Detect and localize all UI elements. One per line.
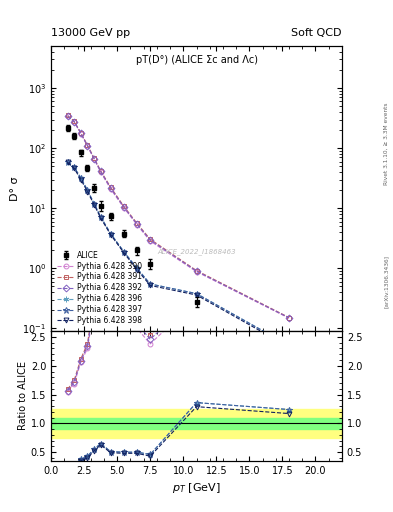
Pythia 6.428 398 [194,292,199,298]
Pythia 6.428 396 [121,248,126,254]
Text: Soft QCD: Soft QCD [292,28,342,38]
Text: Rivet 3.1.10, ≥ 3.3M events: Rivet 3.1.10, ≥ 3.3M events [384,102,389,185]
Pythia 6.428 397 [79,175,83,181]
Pythia 6.428 390 [286,315,291,322]
Pythia 6.428 398 [85,188,90,195]
Pythia 6.428 391 [85,142,90,148]
Pythia 6.428 397 [286,343,291,349]
Pythia 6.428 398 [148,282,152,288]
Pythia 6.428 391 [72,118,77,124]
Pythia 6.428 396 [148,281,152,287]
Legend: ALICE, Pythia 6.428 390, Pythia 6.428 391, Pythia 6.428 392, Pythia 6.428 396, P: ALICE, Pythia 6.428 390, Pythia 6.428 39… [55,248,145,327]
Pythia 6.428 391 [121,203,126,209]
Pythia 6.428 396 [65,158,70,164]
Pythia 6.428 390 [148,238,152,244]
Line: Pythia 6.428 397: Pythia 6.428 397 [64,158,292,349]
Line: Pythia 6.428 392: Pythia 6.428 392 [65,114,292,321]
Pythia 6.428 396 [72,164,77,170]
Pythia 6.428 392 [108,185,113,191]
Pythia 6.428 397 [85,187,90,193]
Pythia 6.428 391 [135,220,140,226]
Pythia 6.428 397 [92,200,96,206]
Pythia 6.428 398 [98,215,103,221]
Pythia 6.428 391 [65,113,70,119]
Pythia 6.428 392 [286,315,291,321]
Bar [51,418,342,429]
Pythia 6.428 397 [98,214,103,220]
Pythia 6.428 390 [194,269,199,275]
Pythia 6.428 398 [65,159,70,165]
Text: pT(D°) (ALICE Σc and Λc): pT(D°) (ALICE Σc and Λc) [136,55,257,65]
Pythia 6.428 398 [286,344,291,350]
Pythia 6.428 398 [121,250,126,256]
Pythia 6.428 390 [135,222,140,228]
Pythia 6.428 391 [92,155,96,161]
Pythia 6.428 391 [108,184,113,190]
Pythia 6.428 392 [148,237,152,243]
Pythia 6.428 392 [65,113,70,119]
Pythia 6.428 390 [65,113,70,119]
Pythia 6.428 397 [121,248,126,254]
Pythia 6.428 398 [92,202,96,208]
Pythia 6.428 397 [135,265,140,271]
Line: Pythia 6.428 390: Pythia 6.428 390 [65,114,292,321]
Pythia 6.428 398 [108,231,113,238]
Pythia 6.428 392 [92,156,96,162]
X-axis label: $p_T$ [GeV]: $p_T$ [GeV] [172,481,221,495]
Pythia 6.428 392 [135,221,140,227]
Pythia 6.428 391 [98,168,103,174]
Pythia 6.428 392 [194,268,199,274]
Y-axis label: Ratio to ALICE: Ratio to ALICE [18,361,28,431]
Text: ALICE_2022_I1868463: ALICE_2022_I1868463 [157,248,236,255]
Pythia 6.428 396 [108,230,113,237]
Pythia 6.428 396 [85,187,90,193]
Text: [arXiv:1306.3436]: [arXiv:1306.3436] [384,255,389,308]
Line: Pythia 6.428 398: Pythia 6.428 398 [65,160,292,350]
Pythia 6.428 398 [72,165,77,172]
Bar [51,409,342,438]
Pythia 6.428 390 [72,119,77,125]
Pythia 6.428 391 [79,130,83,136]
Pythia 6.428 390 [108,186,113,192]
Pythia 6.428 390 [98,169,103,175]
Pythia 6.428 396 [92,200,96,206]
Pythia 6.428 391 [194,267,199,273]
Pythia 6.428 392 [121,204,126,210]
Pythia 6.428 397 [72,164,77,170]
Pythia 6.428 397 [65,158,70,164]
Pythia 6.428 391 [286,314,291,321]
Pythia 6.428 390 [85,143,90,149]
Pythia 6.428 392 [98,168,103,175]
Pythia 6.428 392 [85,143,90,149]
Pythia 6.428 396 [98,214,103,220]
Pythia 6.428 397 [148,281,152,287]
Pythia 6.428 397 [108,230,113,237]
Pythia 6.428 396 [194,290,199,296]
Pythia 6.428 390 [121,205,126,211]
Text: 13000 GeV pp: 13000 GeV pp [51,28,130,38]
Pythia 6.428 392 [72,119,77,125]
Pythia 6.428 390 [92,156,96,162]
Pythia 6.428 398 [135,267,140,273]
Pythia 6.428 396 [286,343,291,349]
Y-axis label: D° σ: D° σ [9,177,20,201]
Pythia 6.428 396 [79,175,83,181]
Pythia 6.428 398 [79,177,83,183]
Line: Pythia 6.428 391: Pythia 6.428 391 [65,113,292,320]
Pythia 6.428 390 [79,131,83,137]
Pythia 6.428 391 [148,236,152,242]
Pythia 6.428 392 [79,130,83,136]
Pythia 6.428 396 [135,265,140,271]
Line: Pythia 6.428 396: Pythia 6.428 396 [65,159,292,348]
Pythia 6.428 397 [194,290,199,296]
